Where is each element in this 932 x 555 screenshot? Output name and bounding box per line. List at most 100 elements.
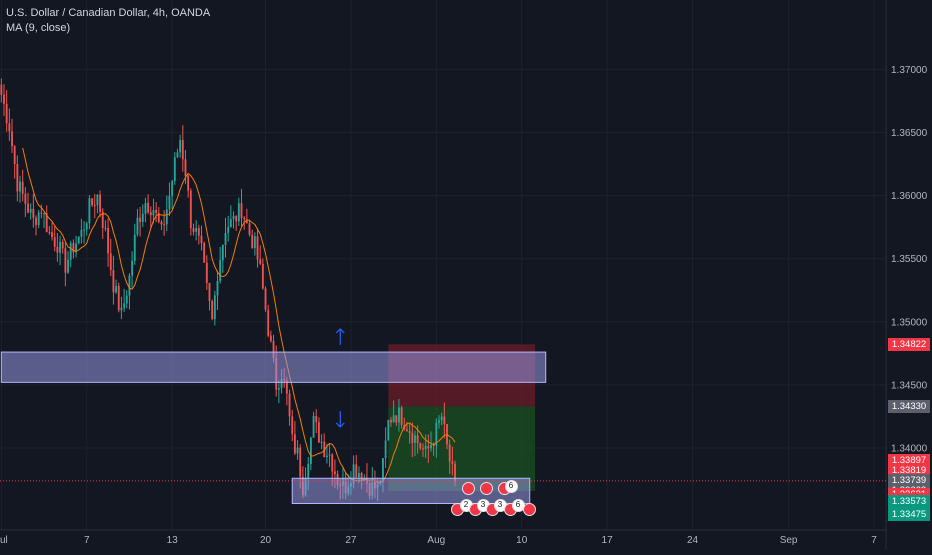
arrow-up-head — [335, 328, 345, 334]
candle-body — [40, 212, 43, 214]
x-tick-label: 17 — [602, 535, 614, 546]
candle-body — [400, 407, 403, 425]
candle-body — [77, 236, 80, 244]
candle-body — [192, 228, 195, 232]
arrow-down-head — [335, 422, 345, 428]
candle-body — [203, 242, 206, 263]
candle-body — [398, 407, 400, 423]
candle-body — [75, 243, 77, 253]
candle-body — [88, 198, 91, 224]
candle-body — [69, 243, 72, 260]
candle-body — [197, 228, 200, 236]
candle-body — [181, 140, 184, 160]
candle-body — [165, 209, 168, 225]
candle-body — [422, 448, 424, 450]
candle-body — [451, 461, 454, 464]
candle-body — [427, 446, 430, 449]
candle-body — [141, 213, 144, 222]
candle-body — [173, 157, 176, 182]
candle-body — [32, 208, 35, 218]
candle-body — [269, 335, 272, 342]
candle-body — [392, 415, 395, 423]
candle-body — [243, 218, 246, 220]
candle-body — [155, 209, 158, 213]
candle-body — [430, 444, 432, 449]
candle-body — [160, 222, 163, 225]
candle-body — [288, 393, 291, 417]
x-tick-label: 10 — [516, 535, 528, 546]
symbol-title[interactable]: U.S. Dollar / Canadian Dollar, 4h, OANDA — [6, 7, 211, 19]
candle-body — [131, 260, 134, 276]
candle-body — [139, 217, 142, 222]
x-tick-label: Aug — [427, 535, 445, 546]
candle-body — [320, 441, 323, 443]
chart-legend: U.S. Dollar / Canadian Dollar, 4h, OANDA… — [6, 6, 210, 36]
candle-body — [171, 181, 174, 196]
price-tag: 1.33475 — [888, 507, 930, 521]
candle-body — [387, 419, 390, 441]
candle-body — [267, 309, 270, 336]
candle-body — [144, 202, 147, 214]
candle-body — [315, 416, 318, 423]
candle-body — [16, 163, 19, 192]
candle-body — [328, 454, 331, 456]
candle-body — [277, 388, 280, 390]
x-tick-label: 20 — [260, 535, 272, 546]
x-tick-label: 7 — [84, 535, 90, 546]
candle-body — [211, 301, 214, 319]
candle-body — [205, 262, 208, 283]
candle-body — [184, 159, 187, 176]
candle-body — [104, 227, 107, 229]
candle-body — [296, 447, 299, 454]
candle-body — [96, 194, 99, 206]
canada-flag-icon[interactable] — [522, 502, 536, 516]
candle-body — [352, 464, 355, 484]
candle-body — [72, 243, 75, 253]
candle-body — [216, 280, 219, 296]
candle-body — [21, 181, 24, 194]
candle-body — [213, 295, 216, 319]
ma-indicator-label[interactable]: MA (9, close) — [6, 22, 71, 34]
candle-body — [5, 103, 8, 124]
candle-body — [448, 444, 451, 462]
candle-body — [67, 259, 69, 273]
candle-body — [435, 422, 438, 446]
price-tag: 1.33897 — [888, 454, 930, 468]
candle-body — [61, 241, 64, 249]
candle-body — [272, 341, 275, 358]
candle-body — [117, 285, 120, 311]
candle-body — [251, 234, 254, 249]
candle-body — [259, 259, 262, 264]
candle-body — [358, 473, 360, 478]
candle-body — [261, 263, 264, 289]
candle-body — [264, 288, 267, 310]
candle-body — [390, 419, 392, 423]
candle-body — [384, 440, 387, 459]
candle-body — [333, 471, 336, 475]
candle-body — [312, 416, 315, 438]
canada-flag-icon[interactable] — [461, 481, 475, 495]
candle-body — [443, 416, 446, 424]
candle-body — [323, 441, 326, 458]
canada-flag-icon[interactable] — [479, 481, 493, 495]
candle-body — [136, 217, 139, 235]
candle-body — [149, 212, 152, 216]
y-tick-label: 1.37000 — [891, 65, 928, 76]
candle-body — [229, 219, 232, 228]
candle-body — [256, 236, 259, 260]
candle-body — [208, 282, 211, 302]
candle-body — [93, 205, 96, 207]
candle-body — [187, 175, 190, 191]
candle-body — [307, 463, 310, 479]
candle-body — [219, 260, 222, 281]
x-tick-label: Sep — [780, 535, 798, 546]
candle-body — [355, 464, 358, 478]
support-resistance-zone — [0, 351, 547, 383]
candle-body — [0, 84, 3, 95]
candle-body — [454, 463, 456, 481]
event-count-badge[interactable]: 6 — [504, 479, 518, 493]
candle-body — [291, 416, 294, 435]
candle-body — [157, 212, 160, 223]
